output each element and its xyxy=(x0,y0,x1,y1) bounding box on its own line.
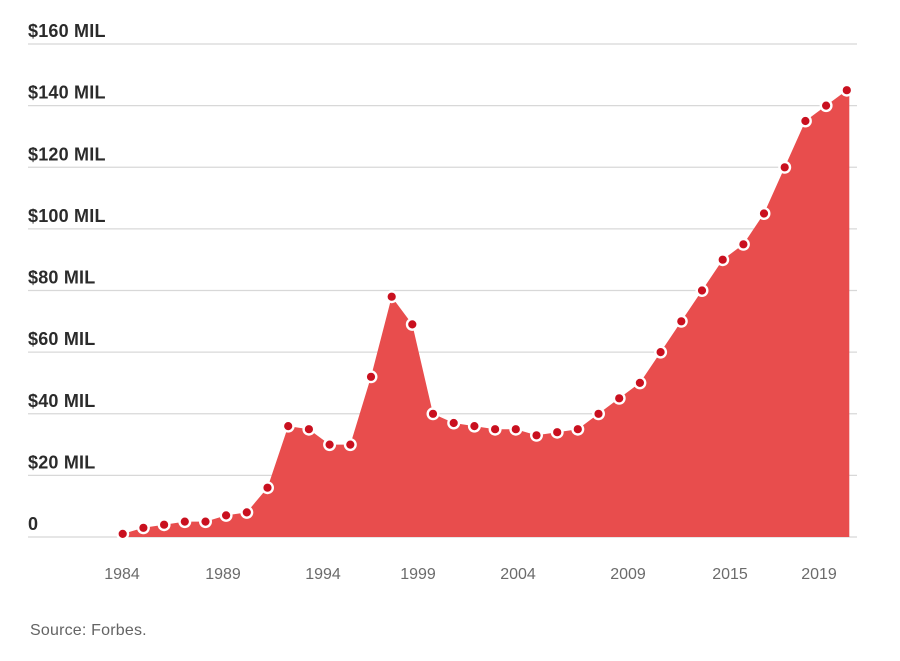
area-series-group xyxy=(122,90,850,537)
source-caption: Source: Forbes. xyxy=(30,622,147,639)
y-axis-labels-group: $160 MIL $140 MIL $120 MIL $100 MIL $80 MIL $… xyxy=(28,21,106,534)
x-axis-tick-label: 2009 xyxy=(610,566,646,583)
data-point[interactable] xyxy=(798,114,812,128)
data-point[interactable] xyxy=(426,407,440,421)
data-point[interactable] xyxy=(488,422,502,436)
earnings-area-chart: $160 MIL $140 MIL $120 MIL $100 MIL $80 MIL $… xyxy=(28,21,857,583)
data-point[interactable] xyxy=(219,508,233,522)
data-point[interactable] xyxy=(530,428,544,442)
y-axis-tick-label: $120 MIL xyxy=(28,144,106,164)
x-axis-tick-label: 2004 xyxy=(500,566,536,583)
data-point[interactable] xyxy=(281,419,295,433)
y-axis-tick-label: $100 MIL xyxy=(28,206,106,226)
data-point[interactable] xyxy=(674,314,688,328)
x-axis-tick-label: 2019 xyxy=(801,566,837,583)
data-point[interactable] xyxy=(571,422,585,436)
y-axis-tick-label: $40 MIL xyxy=(28,391,95,411)
data-point[interactable] xyxy=(778,160,792,174)
data-point[interactable] xyxy=(654,345,668,359)
data-point[interactable] xyxy=(467,419,481,433)
y-axis-tick-label: 0 xyxy=(28,514,38,534)
earnings-area-fill xyxy=(122,90,850,537)
x-axis-tick-label: 2015 xyxy=(712,566,748,583)
data-point[interactable] xyxy=(240,505,254,519)
x-axis-tick-label: 1984 xyxy=(104,566,140,583)
data-point[interactable] xyxy=(447,416,461,430)
data-point[interactable] xyxy=(592,407,606,421)
data-point[interactable] xyxy=(178,515,192,529)
data-point[interactable] xyxy=(343,438,357,452)
data-point[interactable] xyxy=(385,290,399,304)
data-point[interactable] xyxy=(323,438,337,452)
data-point[interactable] xyxy=(633,376,647,390)
y-axis-tick-label: $80 MIL xyxy=(28,268,95,288)
data-points-group xyxy=(116,83,854,541)
data-point[interactable] xyxy=(695,284,709,298)
x-axis-labels-group: 1984 1989 1994 1999 2004 2009 2015 2019 xyxy=(104,566,837,583)
x-axis-tick-label: 1989 xyxy=(205,566,241,583)
y-axis-tick-label: $60 MIL xyxy=(28,329,95,349)
data-point[interactable] xyxy=(612,391,626,405)
y-axis-tick-label: $160 MIL xyxy=(28,21,106,41)
data-point[interactable] xyxy=(198,515,212,529)
x-axis-tick-label: 1999 xyxy=(400,566,436,583)
data-point[interactable] xyxy=(405,317,419,331)
data-point[interactable] xyxy=(116,527,130,541)
data-point[interactable] xyxy=(136,521,150,535)
data-point[interactable] xyxy=(509,422,523,436)
data-point[interactable] xyxy=(364,370,378,384)
data-point[interactable] xyxy=(302,422,316,436)
x-axis-tick-label: 1994 xyxy=(305,566,341,583)
y-axis-tick-label: $140 MIL xyxy=(28,83,106,103)
data-point[interactable] xyxy=(550,425,564,439)
data-point[interactable] xyxy=(757,206,771,220)
data-point[interactable] xyxy=(819,99,833,113)
data-point[interactable] xyxy=(261,481,275,495)
y-axis-tick-label: $20 MIL xyxy=(28,452,95,472)
data-point[interactable] xyxy=(716,253,730,267)
data-point[interactable] xyxy=(736,237,750,251)
data-point[interactable] xyxy=(157,518,171,532)
data-point[interactable] xyxy=(840,83,854,97)
